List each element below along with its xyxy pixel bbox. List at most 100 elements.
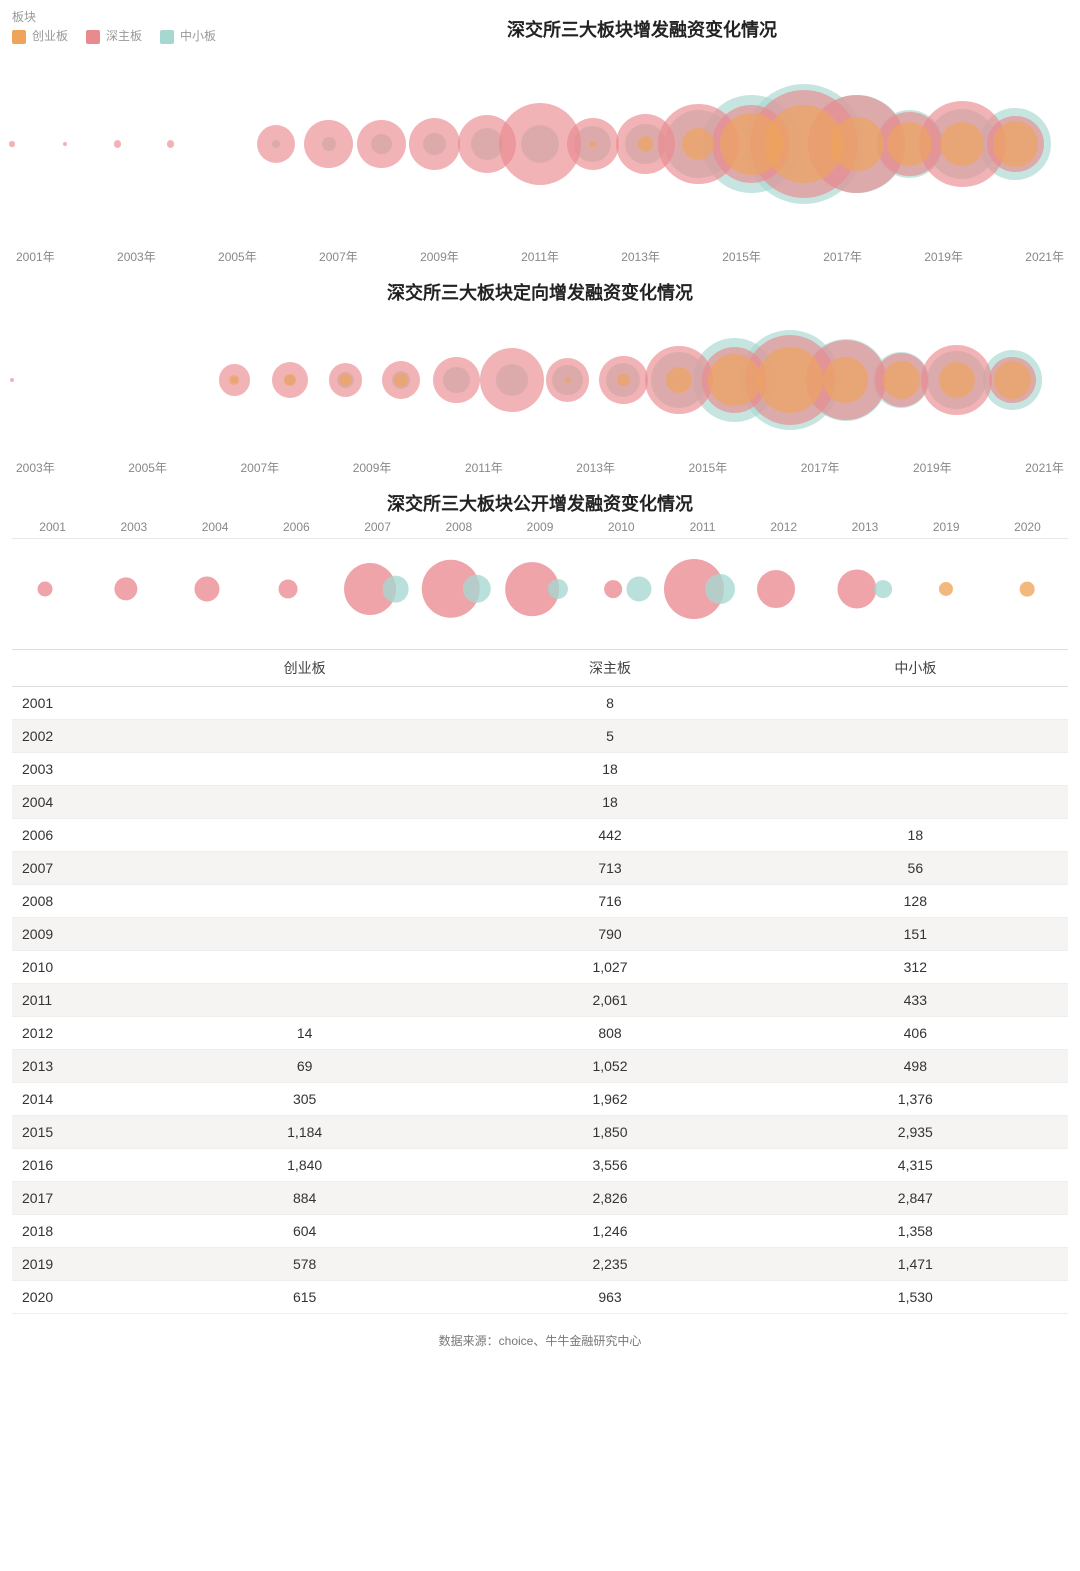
bubble-chuangye [993,121,1038,166]
xaxis-label: 2001年 [16,248,55,265]
table-header [12,650,152,687]
bubble-chuangye [394,373,408,387]
table-cell [763,687,1068,720]
legend-label: 创业板 [32,29,68,43]
table-cell: 312 [763,951,1068,984]
bubble-shenzhu [114,577,137,600]
table-cell: 2018 [12,1215,152,1248]
table-row: 2013691,052498 [12,1050,1068,1083]
table-cell [763,720,1068,753]
table-cell [152,786,457,819]
table-cell: 716 [457,885,762,918]
table-cell [152,852,457,885]
table-row: 200318 [12,753,1068,786]
chart3-year-label: 2001 [12,520,93,534]
bubble-shenzhu [63,142,67,146]
table-row: 20161,8403,5564,315 [12,1149,1068,1182]
table-cell: 1,184 [152,1116,457,1149]
legend: 板块 创业板深主板中小板 [12,8,216,44]
chart1-xaxis: 2001年2003年2005年2007年2009年2011年2013年2015年… [12,248,1068,265]
bubble-chuangye [887,122,932,167]
chart3-title: 深交所三大板块公开增发融资变化情况 [12,490,1068,516]
table-cell: 18 [763,819,1068,852]
xaxis-label: 2009年 [353,459,392,476]
chart3-year-label: 2012 [743,520,824,534]
table-cell: 2,847 [763,1182,1068,1215]
table-cell: 18 [457,786,762,819]
table-cell: 14 [152,1017,457,1050]
table-cell: 2015 [12,1116,152,1149]
table-cell: 2,826 [457,1182,762,1215]
table-cell: 1,850 [457,1116,762,1149]
xaxis-label: 2015年 [722,248,761,265]
xaxis-label: 2003年 [117,248,156,265]
bubble-chuangye [830,117,884,171]
bubble-chuangye [757,347,822,412]
table-cell: 3,556 [457,1149,762,1182]
bubble-zhongxiao [463,575,491,603]
table-row: 2010 1,027312 [12,951,1068,984]
table-row: 20112,061433 [12,984,1068,1017]
chart3-cell [906,539,987,639]
table-cell: 1,052 [457,1050,762,1083]
chart3-cell [418,539,499,639]
table-cell: 604 [152,1215,457,1248]
table-body: 2001820025200318200418200644218200771356… [12,687,1068,1314]
xaxis-label: 2011年 [465,459,503,476]
table-cell: 1,530 [763,1281,1068,1314]
table-cell: 305 [152,1083,457,1116]
chart1: 2001年2003年2005年2007年2009年2011年2013年2015年… [12,44,1068,265]
bubble-shenzhu [114,140,122,148]
table-cell: 2004 [12,786,152,819]
bubble-zhongxiao [705,574,735,604]
table-row: 20186041,2461,358 [12,1215,1068,1248]
table-cell: 2001 [12,687,152,720]
table-cell: 2008 [12,885,152,918]
table-cell: 2012 [12,1017,152,1050]
table-cell: 1,840 [152,1149,457,1182]
table-row: 20178842,8262,847 [12,1182,1068,1215]
chart3-cell [581,539,662,639]
bubble-shenzhu [37,582,52,597]
chart3-cell [174,539,255,639]
bubble-zhongxiao [627,576,652,601]
table-cell [763,786,1068,819]
bubble-shenzhu [9,141,14,146]
chart3-year-label: 2013 [824,520,905,534]
chart3-cell [337,539,418,639]
table-cell: 2010 [12,951,152,984]
table-cell: 406 [763,1017,1068,1050]
chart3-cell [824,539,905,639]
table-cell: 2,235 [457,1248,762,1281]
bubble-chuangye [284,374,296,386]
table-cell: 2011 [12,984,152,1017]
chart3-cell [12,539,93,639]
chart3-cell [499,539,580,639]
table-cell: 151 [763,918,1068,951]
bubble-shenzhu [480,348,544,412]
bubble-shenzhu [304,120,353,169]
table-cell: 1,376 [763,1083,1068,1116]
legend-item-chuangye: 创业板 [12,27,68,44]
table-cell [152,819,457,852]
legend-label: 中小板 [180,29,216,43]
bubble-chuangye [229,375,239,385]
table-row: 20206159631,530 [12,1281,1068,1314]
xaxis-label: 2013年 [621,248,660,265]
bubble-shenzhu [409,118,460,169]
swatch-icon [86,30,100,44]
table-row: 2009790151 [12,918,1068,951]
table-row: 200771356 [12,852,1068,885]
table-cell: 2013 [12,1050,152,1083]
chart2-area [12,305,1068,455]
bubble-chuangye [994,361,1032,399]
table-cell: 1,027 [457,951,762,984]
table-cell: 2006 [12,819,152,852]
xaxis-label: 2009年 [420,248,459,265]
chart3-year-label: 2010 [581,520,662,534]
table-header: 中小板 [763,650,1068,687]
legend-title: 板块 [12,8,216,25]
xaxis-label: 2021年 [1025,248,1064,265]
chart3-year-label: 2009 [499,520,580,534]
table-cell: 790 [457,918,762,951]
